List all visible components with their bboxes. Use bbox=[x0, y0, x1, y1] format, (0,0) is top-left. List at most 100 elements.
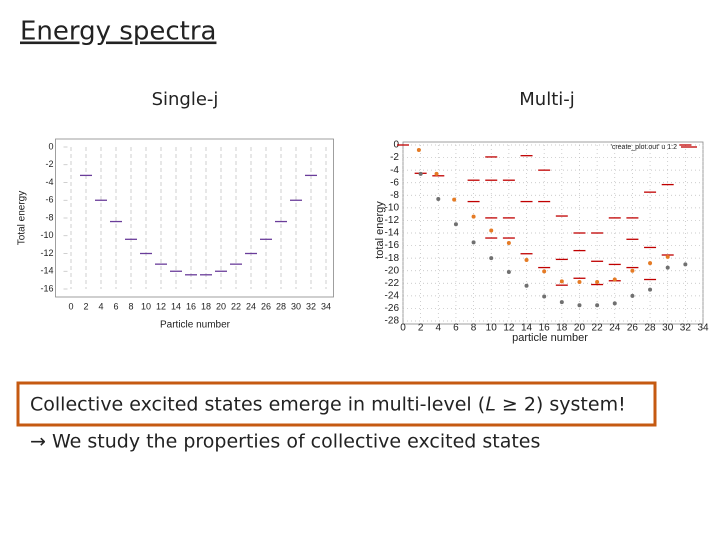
note-text: → We study the properties of collective … bbox=[30, 431, 540, 453]
highlight-text: Collective excited states emerge in mult… bbox=[30, 394, 626, 416]
y-tick-label: -6 bbox=[45, 195, 53, 205]
data-point bbox=[506, 241, 511, 246]
x-tick-label: 20 bbox=[574, 323, 586, 334]
data-point bbox=[630, 268, 635, 273]
x-tick-label: 0 bbox=[400, 323, 406, 334]
y-tick-label: -26 bbox=[385, 303, 400, 314]
data-point bbox=[612, 277, 617, 282]
x-tick-label: 16 bbox=[186, 301, 196, 311]
data-point bbox=[559, 279, 564, 284]
x-tick-label: 24 bbox=[609, 323, 621, 334]
x-tick-label: 16 bbox=[539, 323, 551, 334]
x-tick-label: 28 bbox=[276, 301, 286, 311]
y-tick-label: -4 bbox=[45, 177, 53, 187]
y-tick-label: -12 bbox=[40, 248, 53, 258]
x-tick-label: 34 bbox=[321, 301, 331, 311]
x-tick-label: 4 bbox=[436, 323, 442, 334]
y-tick-label: -8 bbox=[390, 190, 399, 201]
x-tick-label: 14 bbox=[521, 323, 533, 334]
y-tick-label: -20 bbox=[385, 265, 400, 276]
data-point bbox=[648, 261, 653, 266]
x-tick-label: 10 bbox=[486, 323, 498, 334]
x-tick-label: 26 bbox=[261, 301, 271, 311]
y-tick-label: 0 bbox=[48, 141, 53, 151]
y-tick-label: -16 bbox=[385, 240, 400, 251]
x-tick-label: 34 bbox=[697, 323, 709, 334]
x-tick-label: 6 bbox=[453, 323, 459, 334]
y-tick-label: -14 bbox=[40, 266, 53, 276]
data-point bbox=[577, 280, 582, 285]
y-tick-label: -12 bbox=[385, 215, 400, 226]
data-point bbox=[524, 283, 529, 288]
data-point bbox=[453, 222, 458, 227]
x-tick-label: 24 bbox=[246, 301, 256, 311]
x-tick-label: 8 bbox=[128, 301, 133, 311]
x-tick-label: 10 bbox=[141, 301, 151, 311]
slide-title: Energy spectra bbox=[20, 17, 216, 47]
y-tick-label: -16 bbox=[40, 283, 53, 293]
chart-subtitle: Single-j bbox=[152, 89, 219, 110]
data-point bbox=[489, 256, 494, 261]
data-point bbox=[542, 269, 547, 274]
data-point bbox=[471, 214, 476, 219]
data-point bbox=[506, 269, 511, 274]
x-tick-label: 30 bbox=[662, 323, 674, 334]
y-tick-label: -4 bbox=[390, 165, 399, 176]
x-tick-label: 12 bbox=[503, 323, 515, 334]
highlight-box bbox=[16, 381, 657, 427]
x-tick-label: 22 bbox=[231, 301, 241, 311]
y-axis-label: Total energy bbox=[17, 191, 28, 245]
data-point bbox=[612, 301, 617, 306]
y-tick-label: -6 bbox=[390, 177, 399, 188]
y-tick-label: -10 bbox=[385, 202, 400, 213]
y-tick-label: -18 bbox=[385, 253, 400, 264]
data-point bbox=[416, 148, 421, 153]
x-tick-label: 30 bbox=[291, 301, 301, 311]
x-tick-label: 22 bbox=[592, 323, 604, 334]
data-point bbox=[665, 254, 670, 259]
data-point bbox=[542, 294, 547, 299]
y-tick-label: -10 bbox=[40, 230, 53, 240]
data-point bbox=[630, 293, 635, 298]
y-tick-label: -2 bbox=[390, 152, 399, 163]
x-tick-label: 2 bbox=[83, 301, 88, 311]
x-axis-label: Particle number bbox=[160, 320, 231, 331]
x-tick-label: 18 bbox=[201, 301, 211, 311]
x-tick-label: 8 bbox=[471, 323, 477, 334]
data-point bbox=[434, 171, 439, 176]
data-point bbox=[595, 303, 600, 308]
x-tick-label: 14 bbox=[171, 301, 181, 311]
data-point bbox=[683, 262, 688, 267]
y-tick-label: -24 bbox=[385, 290, 400, 301]
y-tick-label: -2 bbox=[45, 159, 53, 169]
legend-label: 'create_plot.out' u 1:2 bbox=[611, 144, 678, 151]
x-tick-label: 18 bbox=[556, 323, 568, 334]
x-tick-label: 28 bbox=[644, 323, 656, 334]
data-point bbox=[524, 258, 529, 263]
data-point bbox=[648, 287, 653, 292]
x-tick-label: 26 bbox=[627, 323, 639, 334]
x-tick-label: 6 bbox=[113, 301, 118, 311]
data-point bbox=[559, 300, 564, 305]
data-point bbox=[452, 197, 457, 202]
y-tick-label: -22 bbox=[385, 278, 400, 289]
plot-frame bbox=[55, 138, 334, 298]
data-point bbox=[577, 303, 582, 308]
y-axis-label: total energy bbox=[374, 201, 386, 259]
y-tick-label: -28 bbox=[385, 316, 400, 327]
x-tick-label: 20 bbox=[216, 301, 226, 311]
data-point bbox=[595, 280, 600, 285]
data-point bbox=[665, 265, 670, 270]
x-axis-label: particle number bbox=[512, 332, 588, 344]
data-point bbox=[436, 197, 441, 202]
x-tick-label: 12 bbox=[156, 301, 166, 311]
x-tick-label: 32 bbox=[680, 323, 692, 334]
x-tick-label: 0 bbox=[68, 301, 73, 311]
y-tick-label: -14 bbox=[385, 228, 400, 239]
x-tick-label: 4 bbox=[98, 301, 103, 311]
y-tick-label: 0 bbox=[393, 140, 399, 151]
x-tick-label: 32 bbox=[306, 301, 316, 311]
data-point bbox=[418, 171, 423, 176]
